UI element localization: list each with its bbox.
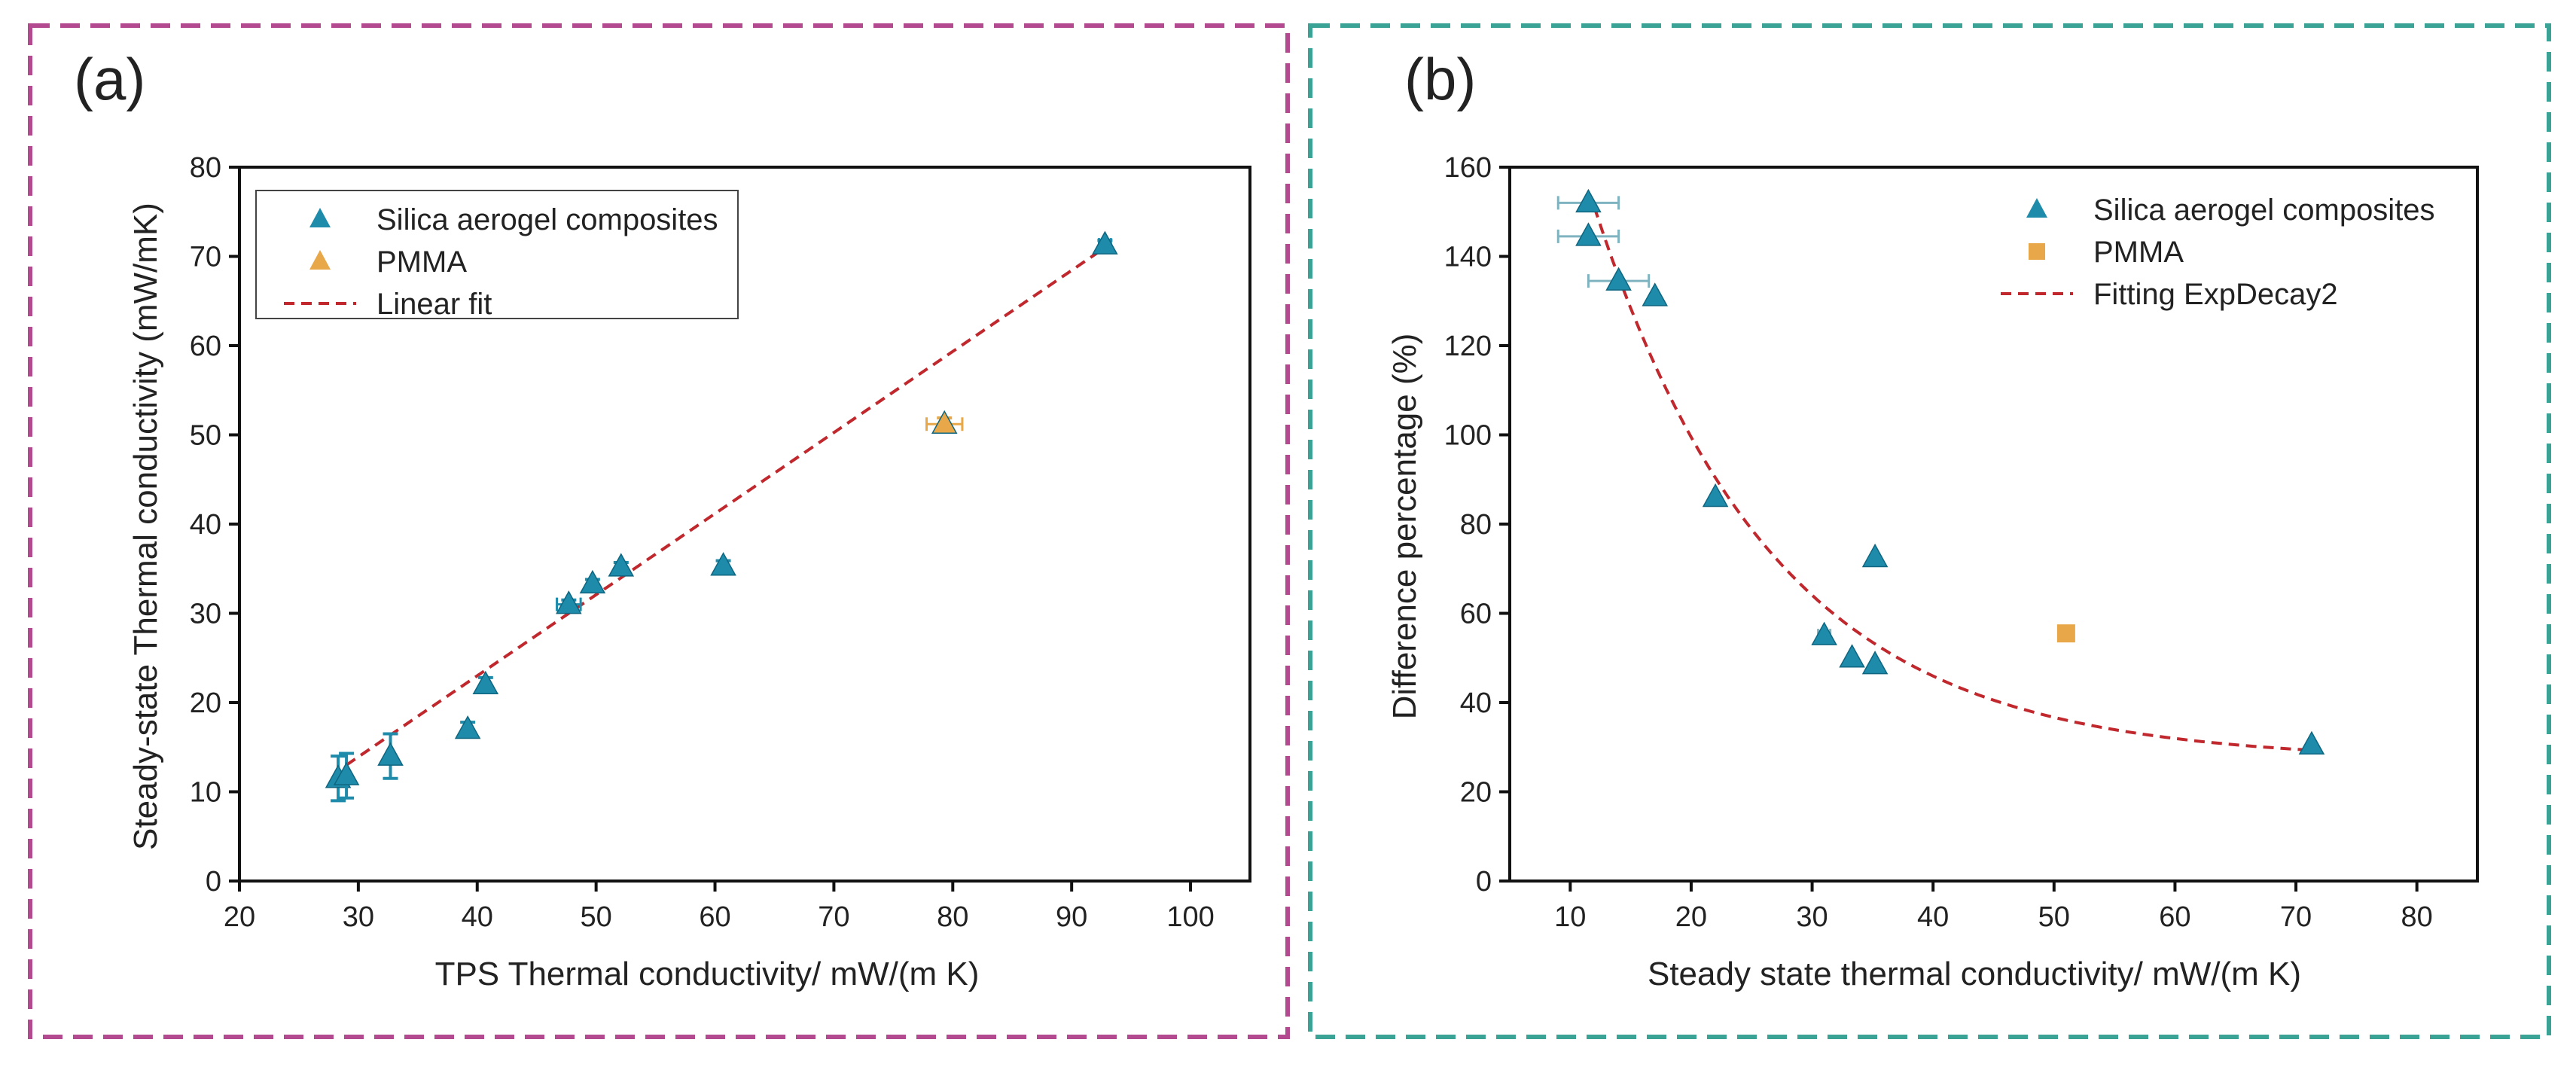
x-tick-label: 70 xyxy=(2280,901,2312,933)
x-tick-label: 20 xyxy=(224,901,255,933)
plot-area xyxy=(1508,166,2479,883)
y-tick-label: 80 xyxy=(1460,509,1492,541)
silica-point xyxy=(2298,730,2325,755)
legend-box xyxy=(255,190,739,319)
panel-label-a: (a) xyxy=(74,46,145,112)
silica-point xyxy=(1092,230,1118,255)
fit-line xyxy=(1593,206,2309,751)
silica-point xyxy=(1642,282,1669,306)
fit-line xyxy=(345,248,1102,767)
x-tick-label: 30 xyxy=(343,901,374,933)
silica-point xyxy=(1605,267,1632,291)
silica-point xyxy=(1702,483,1729,508)
silica-point xyxy=(1861,543,1889,568)
x-tick-label: 70 xyxy=(818,901,849,933)
silica-point xyxy=(377,742,404,766)
x-tick-label: 10 xyxy=(1554,901,1586,933)
x-tick-label: 90 xyxy=(1056,901,1087,933)
panel-b-border xyxy=(1308,23,2551,1039)
legend-label: Fitting ExpDecay2 xyxy=(2093,278,2338,311)
legend-marker-swatch xyxy=(309,208,331,227)
panel-a-border xyxy=(28,23,1290,1039)
pmma-point xyxy=(931,410,958,434)
chart-a: (a) TPS Thermal conductivity/ mW/(m K) S… xyxy=(74,46,1251,992)
x-axis-label-b: Steady state thermal conductivity/ mW/(m… xyxy=(1648,956,2301,992)
silica-point xyxy=(556,590,582,614)
legend-label: Silica aerogel composites xyxy=(2093,194,2435,227)
y-tick-label: 70 xyxy=(190,242,221,273)
y-axis-label-b: Difference percentage (%) xyxy=(1386,334,1423,720)
y-tick-label: 0 xyxy=(1476,866,1492,898)
silica-point xyxy=(1575,222,1602,246)
silica-point xyxy=(333,761,360,785)
silica-point xyxy=(1861,651,1889,675)
silica-point xyxy=(1839,644,1865,668)
legend-label: PMMA xyxy=(376,245,467,279)
panel-label-b: (b) xyxy=(1404,46,1476,112)
silica-point xyxy=(710,552,736,576)
y-tick-label: 30 xyxy=(190,599,221,630)
x-tick-label: 40 xyxy=(462,901,493,933)
x-tick-label: 100 xyxy=(1166,901,1214,933)
silica-point xyxy=(472,670,499,695)
x-tick-label: 20 xyxy=(1675,901,1707,933)
x-tick-label: 80 xyxy=(2401,901,2433,933)
y-tick-label: 100 xyxy=(1444,420,1492,452)
silica-point xyxy=(579,569,606,594)
legend-pmma-swatch xyxy=(2029,243,2045,260)
legend-marker-swatch xyxy=(2026,198,2047,218)
y-tick-label: 20 xyxy=(1460,777,1492,809)
x-axis-label-a: TPS Thermal conductivity/ mW/(m K) xyxy=(435,956,980,992)
y-axis-label-a: Steady-state Thermal conductivity (mW/mK… xyxy=(127,203,164,850)
legend-label: Linear fit xyxy=(376,288,492,321)
silica-point xyxy=(1811,621,1837,645)
chart-b: (b) Steady state thermal conductivity/ m… xyxy=(1386,46,2479,992)
y-tick-label: 140 xyxy=(1444,242,1492,273)
y-tick-label: 120 xyxy=(1444,331,1492,362)
silica-point xyxy=(608,553,635,577)
x-tick-label: 30 xyxy=(1796,901,1828,933)
legend-marker-swatch xyxy=(309,250,331,270)
y-tick-label: 40 xyxy=(190,509,221,541)
x-tick-label: 80 xyxy=(937,901,968,933)
silica-point xyxy=(1575,188,1602,213)
y-tick-label: 60 xyxy=(1460,599,1492,630)
y-tick-label: 20 xyxy=(190,687,221,719)
pmma-point xyxy=(2056,624,2075,643)
y-tick-label: 40 xyxy=(1460,687,1492,719)
x-tick-label: 60 xyxy=(699,901,730,933)
y-tick-label: 160 xyxy=(1444,152,1492,184)
x-tick-label: 60 xyxy=(2159,901,2190,933)
y-tick-label: 50 xyxy=(190,420,221,452)
x-tick-label: 40 xyxy=(1917,901,1949,933)
x-tick-label: 50 xyxy=(2038,901,2070,933)
legend-label: Silica aerogel composites xyxy=(376,203,718,236)
x-tick-label: 50 xyxy=(581,901,612,933)
y-tick-label: 60 xyxy=(190,331,221,362)
y-tick-label: 10 xyxy=(190,777,221,809)
y-tick-label: 0 xyxy=(206,866,221,898)
silica-point xyxy=(454,715,481,739)
y-tick-label: 80 xyxy=(190,152,221,184)
legend-label: PMMA xyxy=(2093,236,2184,269)
